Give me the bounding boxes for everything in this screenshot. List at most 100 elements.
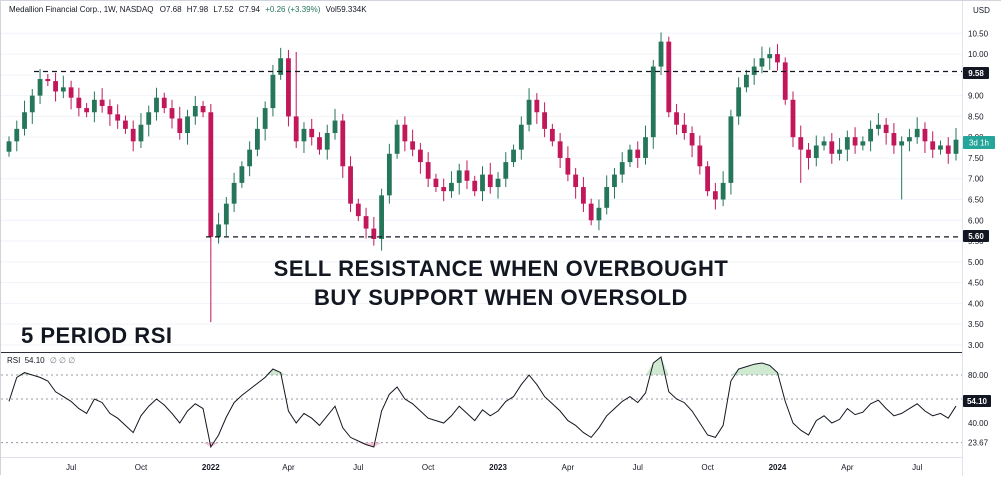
candle[interactable] xyxy=(945,137,951,164)
candle[interactable] xyxy=(371,216,377,246)
candle[interactable] xyxy=(953,128,959,161)
candle[interactable] xyxy=(293,52,299,148)
candle[interactable] xyxy=(161,92,167,114)
candle[interactable] xyxy=(200,101,206,118)
candle[interactable] xyxy=(45,74,51,87)
candle[interactable] xyxy=(231,172,237,212)
candle[interactable] xyxy=(899,136,905,200)
candle[interactable] xyxy=(720,171,726,207)
candle[interactable] xyxy=(60,75,66,99)
candle[interactable] xyxy=(612,167,617,199)
candle[interactable] xyxy=(146,105,152,137)
candle[interactable] xyxy=(619,152,625,183)
candle[interactable] xyxy=(487,162,493,194)
candle[interactable] xyxy=(534,93,540,124)
candle[interactable] xyxy=(844,130,850,162)
rsi-line-series[interactable] xyxy=(8,356,957,449)
candle[interactable] xyxy=(798,125,804,183)
candle[interactable] xyxy=(91,91,97,123)
candle[interactable] xyxy=(363,207,369,239)
candle[interactable] xyxy=(22,100,27,136)
candle[interactable] xyxy=(549,123,555,147)
candle[interactable] xyxy=(860,136,866,151)
candle[interactable] xyxy=(301,122,307,153)
candle[interactable] xyxy=(99,88,105,113)
candle[interactable] xyxy=(417,142,423,174)
candle[interactable] xyxy=(154,87,159,121)
candle[interactable] xyxy=(542,102,548,138)
candle[interactable] xyxy=(868,120,874,152)
candle[interactable] xyxy=(115,104,121,129)
candle[interactable] xyxy=(286,49,291,127)
candle[interactable] xyxy=(247,141,253,177)
candle[interactable] xyxy=(84,103,90,118)
candle[interactable] xyxy=(402,116,408,152)
candle[interactable] xyxy=(689,126,695,158)
candle[interactable] xyxy=(270,64,276,117)
candle[interactable] xyxy=(883,118,889,145)
candle[interactable] xyxy=(309,118,315,146)
candle[interactable] xyxy=(744,69,749,93)
candle[interactable] xyxy=(829,133,835,164)
candle[interactable] xyxy=(767,47,773,70)
candle[interactable] xyxy=(806,142,811,170)
candle[interactable] xyxy=(736,77,742,125)
resistance-badge[interactable]: 9.58 xyxy=(963,67,989,79)
candle[interactable] xyxy=(643,125,648,165)
candle[interactable] xyxy=(790,91,796,148)
candle[interactable] xyxy=(759,46,765,74)
time-axis[interactable]: Jul Oct 2022 Apr Jul Oct 2023 Apr Jul Oct 2024 Apr J… xyxy=(66,463,923,472)
candle[interactable] xyxy=(852,127,858,154)
candle[interactable] xyxy=(813,135,819,167)
candle[interactable] xyxy=(573,167,579,199)
candle[interactable] xyxy=(914,117,920,144)
candle[interactable] xyxy=(239,161,245,188)
candle[interactable] xyxy=(596,199,602,231)
candle[interactable] xyxy=(938,140,943,155)
support-badge[interactable]: 5.60 xyxy=(963,230,989,242)
rsi-value-badge[interactable]: 54.10 xyxy=(963,395,991,407)
candle[interactable] xyxy=(581,177,586,212)
candle[interactable] xyxy=(278,47,284,80)
candle[interactable] xyxy=(472,175,478,197)
candle[interactable] xyxy=(588,198,594,226)
candle[interactable] xyxy=(107,99,113,126)
candle[interactable] xyxy=(775,44,780,71)
candle[interactable] xyxy=(348,156,353,212)
support-resistance-lines[interactable] xyxy=(34,70,962,238)
countdown-badge[interactable]: 3d 1h xyxy=(963,136,995,149)
candle[interactable] xyxy=(130,120,136,152)
candle[interactable] xyxy=(674,103,679,135)
candle[interactable] xyxy=(503,152,509,188)
candle[interactable] xyxy=(169,99,175,129)
rsi-line[interactable] xyxy=(8,356,957,449)
candle[interactable] xyxy=(76,87,82,117)
candle[interactable] xyxy=(324,124,330,160)
candle[interactable] xyxy=(557,133,563,168)
candle[interactable] xyxy=(37,69,43,104)
candle[interactable] xyxy=(650,59,656,149)
candle[interactable] xyxy=(317,132,322,155)
candle[interactable] xyxy=(192,96,198,125)
candle[interactable] xyxy=(216,212,221,244)
candle[interactable] xyxy=(177,106,183,140)
candle[interactable] xyxy=(658,32,664,75)
candle[interactable] xyxy=(254,117,260,157)
candle[interactable] xyxy=(705,161,711,197)
candle[interactable] xyxy=(511,144,516,168)
candle[interactable] xyxy=(14,120,20,152)
candle[interactable] xyxy=(518,116,524,160)
candle[interactable] xyxy=(185,109,190,145)
candle[interactable] xyxy=(394,119,400,159)
candle[interactable] xyxy=(68,80,74,110)
candle[interactable] xyxy=(425,152,431,188)
candle[interactable] xyxy=(782,57,788,105)
candle[interactable] xyxy=(449,171,454,198)
candle[interactable] xyxy=(379,188,384,251)
candle[interactable] xyxy=(907,128,912,152)
candle[interactable] xyxy=(332,108,338,140)
candle[interactable] xyxy=(123,115,128,134)
candle[interactable] xyxy=(875,113,881,136)
candle[interactable] xyxy=(681,113,687,140)
candle[interactable] xyxy=(697,135,703,175)
